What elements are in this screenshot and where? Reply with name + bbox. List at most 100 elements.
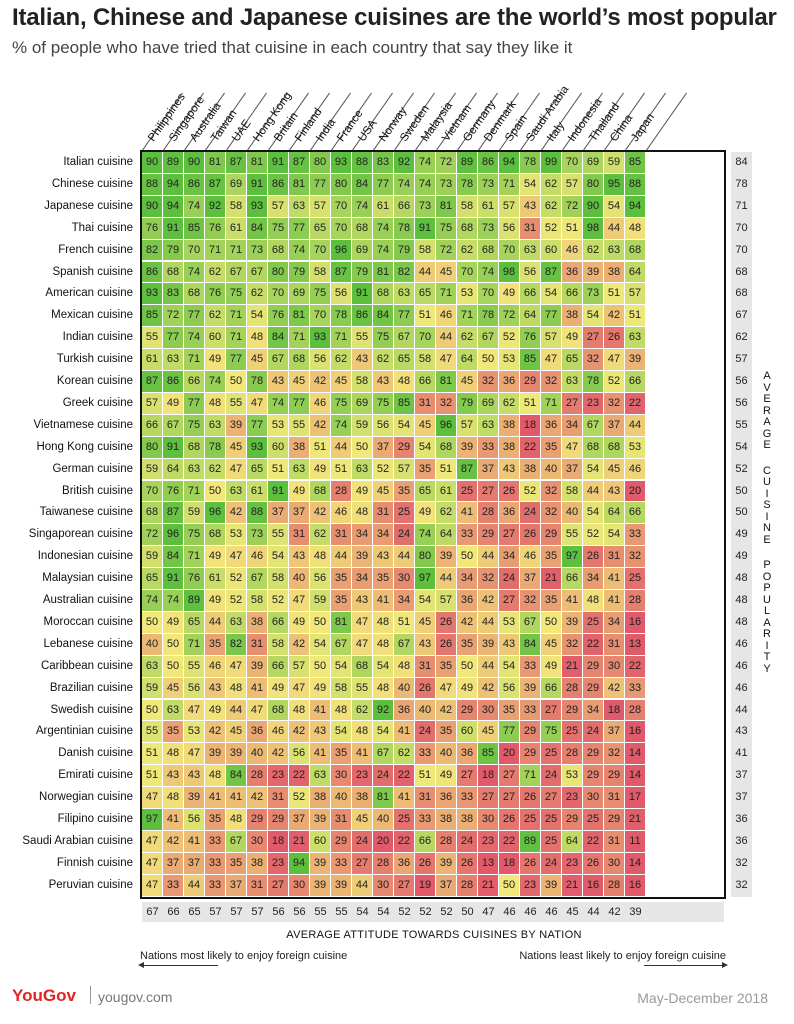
heatmap-cell: 30: [478, 699, 499, 722]
cuisine-label: Swedish cuisine: [50, 703, 133, 716]
heatmap-cell: 21: [478, 874, 499, 897]
heatmap-cell: 43: [352, 349, 373, 371]
heatmap-cell: 65: [247, 458, 268, 481]
heatmap-cell: 71: [184, 480, 205, 503]
heatmap-cell: 51: [625, 305, 646, 328]
heatmap-cell: 67: [163, 414, 184, 437]
heatmap-cell: 43: [289, 546, 310, 569]
cuisine-label: Indonesian cuisine: [37, 550, 133, 563]
heatmap-cell: 54: [499, 655, 520, 678]
heatmap-cell: 63: [394, 283, 415, 306]
heatmap-cell: 34: [352, 524, 373, 547]
heatmap-cell: 75: [373, 327, 394, 350]
heatmap-cell: 99: [541, 152, 562, 174]
heatmap-cell: 74: [373, 217, 394, 240]
heatmap-cell: 63: [310, 765, 331, 788]
brand-url[interactable]: yougov.com: [98, 989, 173, 1005]
heatmap-cell: 47: [289, 590, 310, 612]
heatmap-cell: 14: [625, 743, 646, 766]
heatmap-cell: 61: [247, 480, 268, 503]
heatmap-cell: 32: [541, 371, 562, 393]
heatmap-cell: 41: [394, 721, 415, 744]
heatmap-cell: 57: [142, 392, 163, 415]
heatmap-cell: 64: [436, 524, 457, 547]
heatmap-cell: 41: [352, 743, 373, 766]
heatmap-cell: 54: [541, 283, 562, 306]
heatmap-cell: 44: [436, 327, 457, 350]
heatmap-cell: 87: [457, 458, 478, 481]
heatmap-cell: 70: [310, 239, 331, 262]
heatmap-cell: 42: [205, 721, 226, 744]
heatmap-cell: 54: [415, 436, 436, 459]
heatmap-cell: 67: [520, 611, 541, 634]
heatmap-cell: 30: [583, 787, 604, 809]
heatmap-cell: 70: [268, 283, 289, 306]
heatmap-cell: 22: [394, 765, 415, 788]
heatmap-cell: 29: [583, 765, 604, 788]
heatmap-cell: 54: [268, 546, 289, 569]
heatmap-cell: 27: [394, 874, 415, 897]
country-average-value: 52: [398, 906, 411, 918]
heatmap-cell: 24: [541, 852, 562, 875]
heatmap-cell: 58: [268, 633, 289, 656]
country-average-value: 47: [482, 906, 495, 918]
heatmap-cell: 78: [478, 305, 499, 328]
heatmap-cell: 27: [352, 852, 373, 875]
heatmap-cell: 20: [625, 480, 646, 503]
heatmap-cell: 91: [163, 436, 184, 459]
heatmap-cell: 45: [604, 458, 625, 481]
heatmap-cell: 35: [415, 458, 436, 481]
heatmap-cell: 74: [415, 152, 436, 174]
heatmap-cell: 31: [247, 874, 268, 897]
heatmap-cell: 39: [184, 787, 205, 809]
heatmap-cell: 50: [310, 611, 331, 634]
heatmap-cell: 72: [436, 152, 457, 174]
heatmap-cell: 90: [184, 152, 205, 174]
heatmap-cell: 35: [457, 633, 478, 656]
heatmap-cell: 35: [436, 721, 457, 744]
heatmap-cell: 63: [163, 349, 184, 371]
heatmap-cell: 21: [625, 809, 646, 831]
cuisine-label: Peruvian cuisine: [48, 878, 133, 891]
heatmap-cell: 47: [562, 436, 583, 459]
heatmap-cell: 39: [247, 655, 268, 678]
heatmap-cell: 51: [268, 458, 289, 481]
heatmap-cell: 32: [436, 392, 457, 415]
heatmap-cell: 29: [457, 699, 478, 722]
heatmap-cell: 69: [583, 152, 604, 174]
heatmap-cell: 88: [247, 502, 268, 525]
cuisine-label: French cuisine: [58, 243, 133, 256]
heatmap-cell: 91: [247, 173, 268, 196]
heatmap-cell: 11: [625, 830, 646, 853]
heatmap-cell: 26: [415, 852, 436, 875]
cuisine-label: British cuisine: [62, 484, 133, 497]
heatmap-cell: 28: [604, 874, 625, 897]
heatmap-cell: 25: [562, 721, 583, 744]
heatmap-cell: 58: [352, 371, 373, 393]
heatmap-cell: 41: [604, 568, 625, 590]
heatmap-cell: 18: [499, 852, 520, 875]
heatmap-cell: 49: [310, 458, 331, 481]
heatmap-cell: 54: [520, 173, 541, 196]
heatmap-cell: 45: [352, 809, 373, 831]
heatmap-cell: 63: [352, 458, 373, 481]
heatmap-cell: 36: [394, 699, 415, 722]
heatmap-cell: 42: [310, 502, 331, 525]
heatmap-cell: 64: [625, 261, 646, 284]
heatmap-cell: 31: [331, 524, 352, 547]
heatmap-cell: 54: [331, 655, 352, 678]
heatmap-cell: 42: [289, 633, 310, 656]
heatmap-cell: 47: [184, 743, 205, 766]
cuisine-average-value: 78: [735, 177, 748, 190]
heatmap-cell: 28: [436, 830, 457, 853]
heatmap-cell: 51: [415, 305, 436, 328]
cuisine-average-value: 52: [735, 462, 748, 475]
heatmap-cell: 33: [478, 436, 499, 459]
heatmap-cell: 75: [331, 392, 352, 415]
heatmap-cell: 63: [604, 239, 625, 262]
heatmap-cell: 32: [604, 392, 625, 415]
heatmap-cell: 77: [310, 173, 331, 196]
heatmap-cell: 52: [289, 787, 310, 809]
heatmap-cell: 59: [352, 414, 373, 437]
heatmap-cell: 39: [478, 633, 499, 656]
